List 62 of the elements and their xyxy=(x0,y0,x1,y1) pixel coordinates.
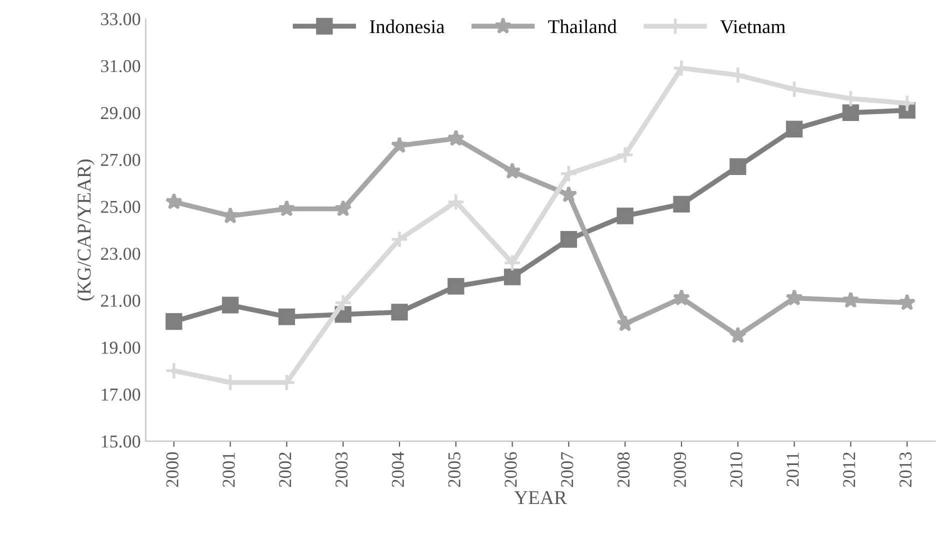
point xyxy=(786,289,803,306)
y-tick-label: 31.00 xyxy=(101,60,140,72)
y-tick-label: 29.00 xyxy=(101,106,140,120)
x-tick-label: 2012 xyxy=(843,452,856,487)
point xyxy=(504,162,521,179)
point xyxy=(391,304,408,320)
point xyxy=(165,192,183,210)
point xyxy=(278,308,296,326)
x-axis-title: YEAR xyxy=(514,491,567,504)
x-tick-label: 2002 xyxy=(279,452,292,487)
y-tick-label: 23.00 xyxy=(101,248,140,260)
point xyxy=(672,289,690,306)
x-tick-label: 2008 xyxy=(617,452,630,487)
point xyxy=(164,362,183,380)
point xyxy=(616,314,634,332)
x-tick-label: 2010 xyxy=(730,452,742,487)
point xyxy=(166,313,182,330)
point xyxy=(898,294,916,310)
x-tick-label: 2013 xyxy=(899,452,912,487)
legend-label: Thailand xyxy=(548,20,617,34)
point xyxy=(504,268,521,286)
x-tick-label: 2005 xyxy=(448,452,460,487)
legend-label: Indonesia xyxy=(370,20,444,34)
y-tick-label: 19.00 xyxy=(102,342,140,354)
y-tick-label: 21.00 xyxy=(101,294,140,307)
y-tick-label: 27.00 xyxy=(101,154,140,166)
point xyxy=(842,291,860,308)
point xyxy=(673,196,690,213)
y-tick-label: 17.00 xyxy=(102,388,140,401)
x-tick-label: 2007 xyxy=(561,452,574,487)
point xyxy=(446,192,465,211)
point xyxy=(616,208,634,224)
point xyxy=(616,146,634,164)
point xyxy=(278,200,296,216)
legend-label: Vietnam xyxy=(720,20,786,34)
point xyxy=(222,296,239,314)
point xyxy=(334,294,352,312)
x-tick-label: 2006 xyxy=(504,452,517,487)
point xyxy=(729,326,747,344)
point xyxy=(560,164,578,183)
point xyxy=(503,254,522,272)
y-tick-label: 25.00 xyxy=(101,200,140,214)
y-tick-label: 15.00 xyxy=(102,435,140,448)
point xyxy=(730,158,746,175)
point xyxy=(786,120,803,138)
x-tick-label: 2009 xyxy=(674,452,686,487)
x-tick-label: 2000 xyxy=(166,452,178,487)
point xyxy=(447,129,465,146)
x-tick-label: 2003 xyxy=(335,452,348,487)
point xyxy=(390,136,408,154)
y-axis-title: (KG/CAP/YEAR) xyxy=(77,160,95,300)
point xyxy=(560,231,578,248)
x-tick-label: 2011 xyxy=(786,452,799,486)
point xyxy=(785,80,804,98)
point xyxy=(448,278,464,295)
x-tick-label: 2001 xyxy=(222,452,235,487)
y-tick-label: 33.00 xyxy=(101,13,140,26)
point xyxy=(842,104,860,122)
point xyxy=(390,230,409,248)
point xyxy=(560,186,578,202)
point xyxy=(334,200,352,216)
x-tick-label: 2004 xyxy=(392,452,404,487)
